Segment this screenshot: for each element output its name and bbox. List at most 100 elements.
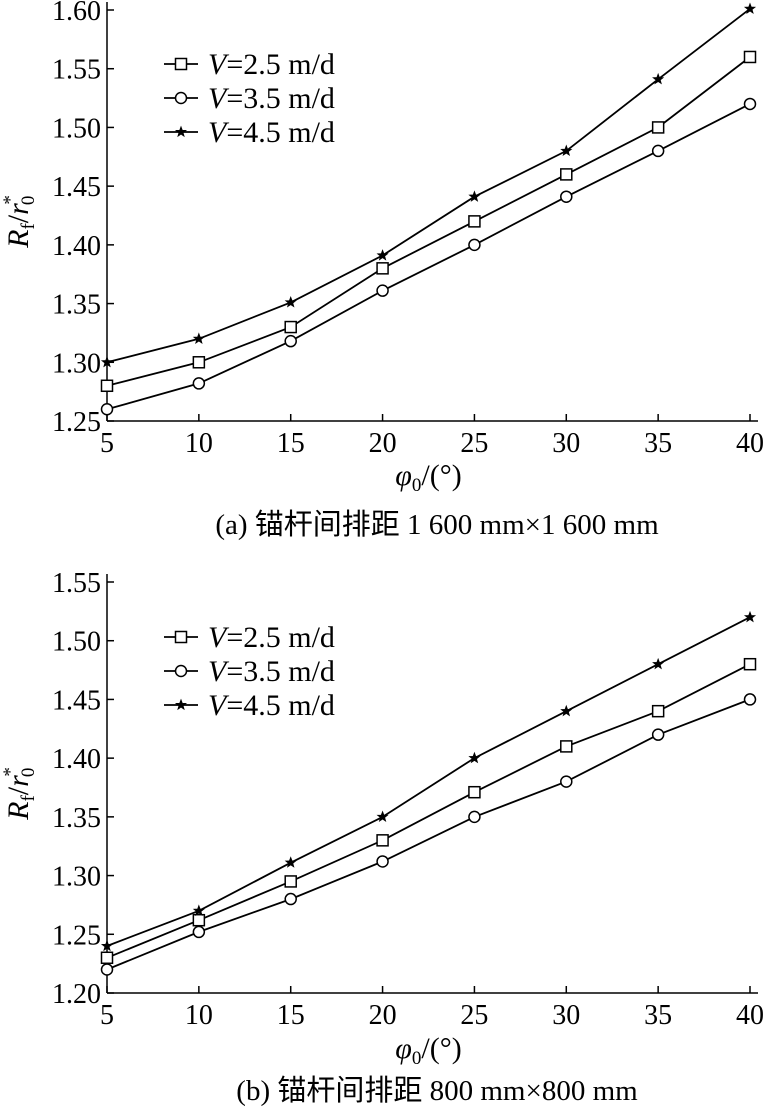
- chart-a-x-tick-label: 40: [736, 428, 764, 459]
- chart-a-series-3: [100, 2, 757, 368]
- chart-a-legend: V=2.5 m/dV=3.5 m/dV=4.5 m/d: [164, 48, 335, 149]
- chart-a-data-point: [100, 379, 114, 393]
- chart-b-y-tick-label: 1.35: [52, 803, 101, 834]
- chart-b-series-line: [106, 663, 751, 959]
- chart-b-data-point: [284, 892, 297, 906]
- chart-b-data-point: [560, 740, 573, 753]
- chart-a-data-point: [652, 72, 665, 85]
- chart-b-caption: (b) 锚杆间排距 800 mm×800 mm: [236, 1074, 638, 1107]
- chart-a-caption: (a) 锚杆间排距 1 600 mm×1 600 mm: [215, 508, 659, 541]
- chart-b-data-point: [468, 785, 481, 799]
- chart-a-data-point: [376, 249, 389, 261]
- chart-b-x-tick-label: 30: [552, 1000, 580, 1031]
- star-icon: [174, 698, 188, 711]
- chart-b-x-tick-label: 15: [277, 1000, 305, 1031]
- chart-a-data-point: [468, 215, 481, 228]
- chart-a-data-point: [192, 356, 206, 369]
- chart-a-data-point: [468, 190, 481, 202]
- chart-b-x-tick-label: 35: [644, 1000, 672, 1031]
- chart-b-data-point: [376, 810, 389, 823]
- chart-a-y-tick-label: 1.55: [52, 55, 101, 86]
- chart-a-y-tick-label: 1.35: [52, 290, 101, 321]
- chart-a-data-point: [284, 320, 297, 334]
- chart-a-legend-item: V=2.5 m/d: [164, 48, 335, 81]
- chart-b-data-point: [192, 913, 206, 927]
- chart-b-x-tick-label: 20: [369, 1000, 397, 1031]
- chart-a-data-point: [743, 50, 757, 64]
- chart-b-legend-item: V=2.5 m/d: [164, 621, 335, 654]
- chart-a-legend-item: V=3.5 m/d: [164, 82, 335, 115]
- chart-a-y-tick-label: 1.40: [52, 231, 101, 262]
- chart-b-data-point: [743, 610, 757, 623]
- chart-b-x-tick-label: 10: [185, 1000, 213, 1031]
- chart-a-data-point: [743, 2, 757, 14]
- chart-b-data-point: [100, 963, 114, 976]
- chart-a-data-point: [560, 144, 573, 157]
- square-icon: [174, 630, 188, 644]
- chart-a-data-point: [100, 403, 114, 416]
- chart-a-x-tick-label: 15: [277, 428, 305, 459]
- chart-b-legend: V=2.5 m/dV=3.5 m/dV=4.5 m/d: [164, 621, 335, 722]
- chart-b-data-point: [376, 855, 389, 868]
- chart-b-data-point: [284, 856, 297, 868]
- chart-b-data-point: [743, 693, 757, 706]
- chart-a-legend-label: V=4.5 m/d: [208, 116, 335, 149]
- chart-b-y-tick-label: 1.45: [52, 685, 101, 716]
- circle-icon: [174, 91, 188, 105]
- chart-b-x-tick-label: 25: [460, 1000, 488, 1031]
- chart-b-data-point: [192, 904, 205, 916]
- chart-a-series-2: [100, 97, 757, 416]
- chart-a: 5 10 15 20 25 30 35 40 1.25 1.30 1.35 1.40 1.45 1.50 1…: [0, 0, 764, 541]
- chart-a-data-point: [651, 121, 665, 134]
- chart-a-data-point: [468, 238, 481, 252]
- chart-a-legend-label: V=2.5 m/d: [208, 48, 335, 81]
- chart-a-data-point: [192, 332, 205, 344]
- chart-b-series-line: [106, 698, 751, 971]
- chart-b-series-1: [100, 657, 757, 965]
- chart-b-legend-item: V=3.5 m/d: [164, 655, 335, 688]
- chart-b-data-point: [651, 704, 665, 718]
- chart-b-y-tick-label: 1.40: [52, 744, 101, 775]
- chart-a-data-point: [560, 190, 573, 203]
- chart-a-y-tick-label: 1.25: [52, 407, 101, 438]
- chart-b-data-point: [100, 951, 114, 965]
- chart-b-data-point: [743, 657, 757, 671]
- chart-a-x-tick-label: 5: [100, 428, 114, 459]
- chart-a-x-tick-label: 30: [552, 428, 580, 459]
- chart-b-data-point: [284, 875, 297, 888]
- chart-b-x-axis-label: φ0/(°): [395, 1032, 461, 1069]
- chart-b-series-3: [100, 610, 757, 952]
- chart-a-x-tick-label: 25: [460, 428, 488, 459]
- chart-a-y-axis-label: Rf/r0*: [0, 195, 39, 249]
- chart-b-y-tick-label: 1.30: [52, 862, 101, 893]
- chart-b-legend-label: V=4.5 m/d: [208, 689, 335, 722]
- chart-b-legend-label: V=2.5 m/d: [208, 621, 335, 654]
- chart-a-data-point: [100, 355, 114, 368]
- chart-a-x-tick-label: 35: [644, 428, 672, 459]
- chart-a-data-point: [284, 296, 297, 308]
- chart-a-data-point: [284, 334, 297, 348]
- chart-b-y-axis-label: Rf/r0*: [0, 767, 39, 821]
- chart-a-data-point: [560, 168, 573, 181]
- chart-b-data-point: [651, 728, 665, 741]
- chart-b-x-tick-label: 5: [100, 1000, 114, 1031]
- chart-a-data-point: [376, 284, 389, 297]
- chart-a-y-tick-label: 1.60: [52, 0, 101, 27]
- chart-b-legend-label: V=3.5 m/d: [208, 655, 335, 688]
- chart-a-y-tick-label: 1.45: [52, 172, 101, 203]
- chart-a-data-point: [743, 97, 757, 111]
- chart-b-series-line: [106, 616, 751, 947]
- chart-b-y-tick-label: 1.50: [52, 627, 101, 658]
- chart-b-y-tick-label: 1.55: [52, 568, 101, 599]
- chart-b-data-point: [560, 775, 573, 788]
- chart-a-legend-item: V=4.5 m/d: [164, 116, 335, 149]
- chart-b-data-point: [468, 751, 481, 764]
- chart-b-data-point: [376, 834, 389, 847]
- chart-a-data-point: [376, 262, 389, 275]
- chart-b-y-tick-label: 1.25: [52, 920, 101, 951]
- chart-b-data-point: [192, 925, 206, 939]
- circle-icon: [174, 664, 188, 678]
- chart-b: 5 10 15 20 25 30 35 40 1.20 1.25 1.30 1.35 1.40 1.45 1…: [0, 568, 764, 1107]
- chart-b-series-2: [100, 693, 757, 976]
